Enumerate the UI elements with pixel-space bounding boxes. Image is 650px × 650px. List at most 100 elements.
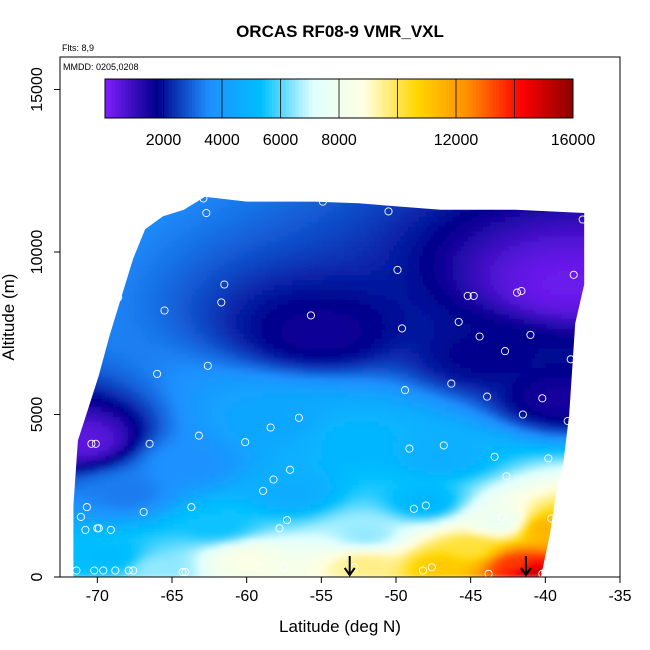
heatmap-cell: [65, 328, 69, 334]
heatmap-cell: [254, 440, 260, 446]
heatmap-cell: [65, 353, 69, 359]
heatmap-cell: [198, 289, 204, 295]
heatmap-cell: [251, 308, 256, 315]
heatmap-cell: [169, 313, 174, 320]
heatmap-cell: [273, 547, 278, 554]
heatmap-cell: [202, 289, 207, 295]
heatmap-cell: [127, 255, 133, 261]
heatmap-cell: [254, 338, 260, 344]
heatmap-cell: [239, 479, 245, 485]
heatmap-cell: [83, 250, 88, 256]
heatmap-cell: [176, 464, 181, 471]
heatmap-cell: [131, 201, 136, 208]
heatmap-cell: [120, 547, 125, 554]
heatmap-cell: [195, 499, 200, 505]
heatmap-cell: [210, 406, 215, 412]
heatmap-cell: [142, 533, 148, 539]
heatmap-cell: [228, 377, 233, 383]
heatmap-cell: [213, 518, 219, 524]
heatmap-cell: [251, 372, 256, 378]
heatmap-cell: [228, 196, 233, 203]
heatmap-cell: [273, 289, 278, 295]
heatmap-cell: [225, 562, 230, 568]
heatmap-cell: [295, 557, 301, 563]
heatmap-cell: [135, 421, 140, 427]
heatmap-cell: [116, 533, 121, 539]
heatmap-cell: [232, 440, 237, 446]
heatmap-cell: [262, 391, 267, 398]
heatmap-cell: [284, 406, 289, 412]
heatmap-cell: [79, 416, 84, 422]
heatmap-cell: [131, 255, 136, 261]
heatmap-cell: [157, 196, 163, 198]
heatmap-cell: [198, 455, 204, 461]
heatmap-cell: [83, 479, 88, 485]
heatmap-cell: [225, 299, 230, 305]
heatmap-cell: [90, 479, 95, 485]
heatmap-cell: [75, 274, 80, 281]
heatmap-cell: [225, 367, 230, 373]
heatmap-cell: [198, 196, 204, 203]
heatmap-cell: [98, 445, 103, 451]
heatmap-cell: [258, 343, 263, 349]
heatmap-cell: [239, 499, 245, 505]
heatmap-cell: [247, 469, 252, 476]
heatmap-cell: [269, 469, 275, 476]
heatmap-cell: [273, 450, 278, 456]
heatmap-cell: [243, 260, 248, 266]
heatmap-cell: [127, 557, 133, 563]
heatmap-cell: [73, 411, 77, 417]
heatmap-cell: [232, 294, 237, 300]
heatmap-cell: [254, 562, 260, 568]
heatmap-cell: [206, 562, 211, 568]
heatmap-cell: [210, 367, 215, 373]
heatmap-cell: [258, 562, 263, 568]
heatmap-cell: [154, 221, 159, 227]
heatmap-cell: [73, 503, 77, 510]
heatmap-cell: [131, 235, 136, 242]
heatmap-cell: [288, 255, 293, 261]
heatmap-cell: [187, 279, 192, 286]
heatmap-cell: [176, 338, 181, 344]
heatmap-cell: [105, 357, 110, 364]
heatmap-cell: [232, 235, 237, 242]
heatmap-cell: [243, 255, 248, 261]
heatmap-cell: [269, 235, 275, 242]
heatmap-cell: [258, 474, 263, 481]
heatmap-cell: [142, 528, 148, 534]
heatmap-cell: [116, 333, 121, 339]
heatmap-cell: [105, 230, 110, 237]
heatmap-cell: [157, 211, 163, 217]
heatmap-cell: [258, 299, 263, 305]
heatmap-cell: [277, 343, 282, 349]
heatmap-cell: [165, 372, 170, 378]
heatmap-cell: [172, 328, 177, 334]
heatmap-cell: [150, 489, 155, 495]
heatmap-cell: [90, 333, 95, 339]
heatmap-cell: [284, 240, 289, 247]
heatmap-cell: [101, 274, 107, 281]
heatmap-cell: [165, 221, 170, 227]
heatmap-cell: [228, 572, 233, 577]
heatmap-cell: [210, 294, 215, 300]
heatmap-cell: [273, 386, 278, 393]
heatmap-cell: [236, 494, 241, 500]
heatmap-cell: [120, 572, 125, 577]
heatmap-cell: [191, 440, 196, 446]
heatmap-cell: [68, 543, 72, 549]
heatmap-cell: [247, 294, 252, 300]
heatmap-cell: [101, 206, 107, 212]
heatmap-cell: [288, 221, 293, 227]
heatmap-cell: [213, 226, 219, 232]
heatmap-cell: [165, 396, 170, 403]
heatmap-cell: [229, 187, 233, 193]
heatmap-cell: [254, 308, 260, 315]
heatmap-cell: [247, 323, 252, 329]
heatmap-cell: [210, 211, 215, 217]
heatmap-cell: [288, 357, 293, 364]
heatmap-cell: [105, 289, 110, 295]
heatmap-cell: [183, 445, 189, 451]
heatmap-cell: [247, 372, 252, 378]
heatmap-cell: [206, 255, 211, 261]
heatmap-cell: [228, 299, 233, 305]
